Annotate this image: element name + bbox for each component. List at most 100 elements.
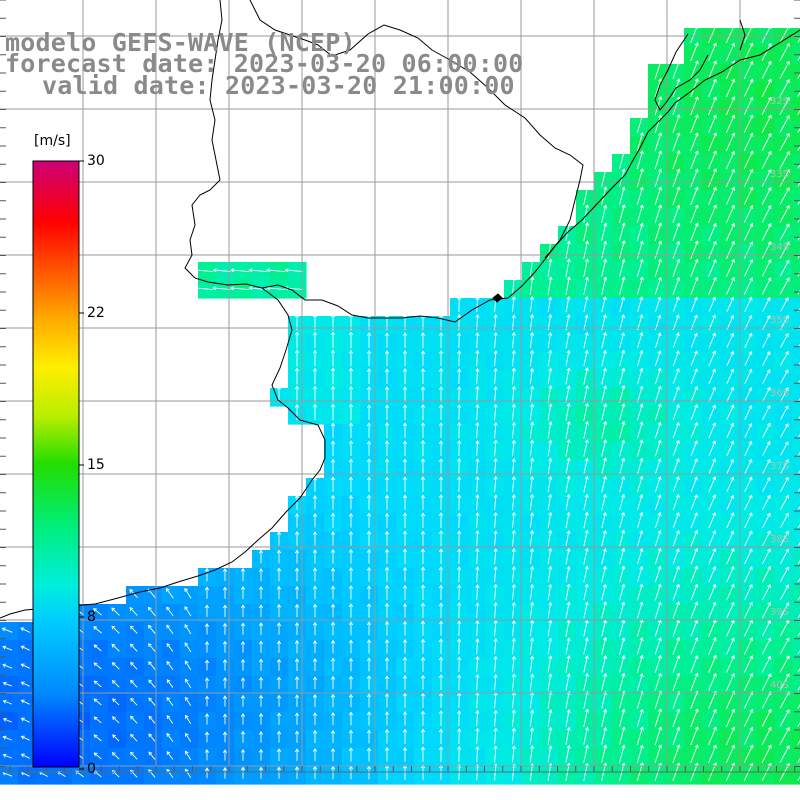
wind-arrow: [529, 276, 535, 296]
wind-arrow: [222, 640, 228, 653]
wind-arrow: [761, 619, 772, 637]
wind-arrow: [619, 529, 626, 547]
wind-arrow: [194, 268, 214, 273]
wind-arrow: [184, 750, 192, 761]
wind-arrow: [547, 529, 553, 547]
wind-arrow: [384, 746, 390, 762]
wind-arrow: [761, 42, 772, 61]
wind-arrow: [312, 765, 318, 780]
wind-arrow: [636, 601, 644, 619]
wind-arrow: [779, 60, 790, 79]
wind-arrow: [248, 268, 267, 273]
colorbar-tick-label: 30: [87, 153, 105, 169]
wind-arrow: [565, 655, 571, 673]
wind-arrow: [184, 587, 192, 599]
wind-arrow: [475, 746, 480, 763]
wind-arrow: [402, 458, 408, 474]
wind-arrow: [529, 529, 535, 547]
wind-cell: [792, 172, 800, 191]
wind-arrow: [258, 568, 264, 582]
wind-arrow: [708, 637, 717, 655]
wind-arrow: [654, 726, 663, 746]
wind-arrow: [654, 222, 663, 242]
wind-arrow: [726, 168, 736, 187]
wind-arrow: [184, 660, 192, 671]
wind-arrow: [762, 441, 771, 456]
wind-arrow: [438, 620, 444, 636]
wind-arrow: [672, 493, 680, 511]
wind-arrow: [258, 622, 264, 635]
wind-arrow: [743, 672, 754, 691]
wind-arrow: [565, 565, 571, 583]
wind-arrow: [619, 420, 626, 439]
wind-arrow: [420, 350, 426, 366]
wind-arrow: [779, 79, 790, 97]
wind-arrow: [779, 602, 790, 619]
wind-arrow: [184, 678, 192, 689]
wind-arrow: [384, 639, 390, 654]
wind-arrow: [204, 713, 210, 725]
wind-arrow: [276, 585, 282, 600]
wind-cell: [792, 622, 800, 641]
wind-arrow: [366, 349, 372, 367]
wind-arrow: [636, 744, 644, 763]
wind-arrow: [726, 655, 735, 673]
wind-arrow: [402, 367, 408, 385]
wind-arrow: [583, 601, 589, 619]
wind-arrow: [438, 512, 444, 528]
wind-arrow: [493, 709, 498, 727]
wind-arrow: [276, 694, 282, 707]
wind-arrow: [384, 566, 390, 582]
wind-arrow: [797, 667, 800, 673]
wind-arrow: [547, 493, 553, 511]
wind-arrow: [797, 163, 800, 169]
wind-arrow: [618, 186, 626, 206]
wind-arrow: [184, 768, 192, 779]
wind-arrow: [240, 748, 246, 761]
wind-arrow: [780, 333, 789, 348]
wind-arrow: [402, 728, 408, 744]
wind-arrow: [654, 168, 663, 188]
wind-arrow: [636, 150, 644, 170]
wind-arrow: [761, 132, 772, 151]
wind-arrow: [761, 601, 772, 619]
wind-arrow: [240, 640, 246, 653]
wind-arrow: [762, 458, 771, 474]
wind-arrow: [312, 585, 318, 600]
wind-arrow: [690, 494, 698, 511]
wind-arrow: [797, 181, 800, 187]
wind-arrow: [330, 512, 336, 528]
wind-arrow: [475, 476, 480, 493]
wind-arrow: [690, 440, 698, 457]
wind-arrow: [511, 745, 516, 763]
wind-arrow: [258, 604, 264, 617]
wind-arrow: [493, 475, 498, 493]
wind-arrow: [583, 402, 590, 421]
wind-arrow: [744, 350, 753, 366]
wind-arrow: [547, 276, 553, 296]
wind-arrow: [312, 603, 318, 618]
wind-arrow: [475, 709, 480, 727]
graticule: [0, 0, 800, 773]
wind-arrow: [348, 603, 354, 618]
wind-arrow: [212, 286, 231, 291]
wind-arrow: [672, 114, 681, 134]
wind-arrow: [637, 296, 644, 313]
wind-arrow: [240, 713, 246, 725]
wind-arrow: [493, 566, 498, 583]
wind-arrow: [583, 240, 590, 259]
wind-arrow: [185, 696, 192, 706]
wind-arrow: [708, 512, 717, 529]
wind-arrow: [493, 745, 498, 763]
wind-arrow: [240, 585, 246, 600]
wind-arrow: [619, 439, 626, 457]
wind-arrow: [93, 662, 102, 670]
wind-arrow: [457, 368, 462, 384]
wind-arrow: [475, 727, 480, 745]
wind-arrow: [601, 744, 608, 763]
wind-arrow: [779, 205, 790, 223]
wind-arrow: [111, 662, 120, 670]
wind-arrow: [184, 606, 192, 617]
wind-arrow: [726, 332, 735, 348]
